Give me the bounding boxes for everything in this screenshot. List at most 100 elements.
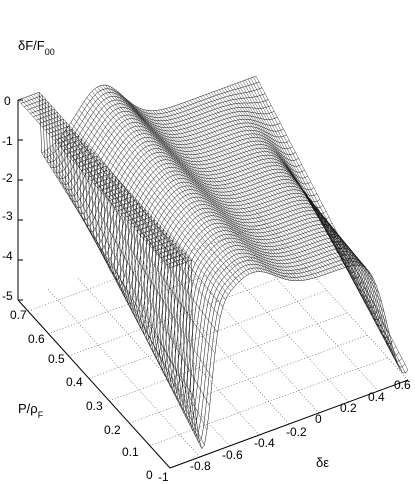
y-tick-label: 0.5 [48,352,65,366]
surface-mesh-line [200,96,353,266]
surface-mesh-line [113,88,266,273]
surface-mesh-line [33,93,187,263]
surface-mesh-line [123,96,276,277]
surface-mesh-line [181,103,335,272]
surface-mesh-line [139,107,292,281]
floor-grid-line-y [149,357,388,446]
surface-mesh-line [247,78,401,370]
surface-mesh-line [49,147,202,449]
surface-mesh-line [20,81,260,159]
surface-mesh-line [195,98,348,267]
surface-mesh-line [60,137,213,379]
surface-mesh-line [78,109,231,292]
z-tick-label: -3 [2,209,13,223]
surface-mesh-line [150,110,303,281]
z-tick-label: -2 [2,171,13,185]
surface-mesh-line [189,100,343,269]
z-tick-label: -5 [2,289,13,303]
floor-grid-line-y [109,312,348,402]
surface-mesh [17,75,409,450]
surface-mesh-line [163,108,316,278]
x-tick-label: -0.4 [254,436,275,450]
floor-grid-line-x [196,233,349,403]
surface-mesh-line [118,92,271,275]
floor-grid-line-y [48,245,287,334]
x-axis-label: δε [316,455,329,470]
z-tick-label: 0 [4,94,11,108]
surface-mesh-line [197,97,350,267]
surface-mesh-line [160,249,400,432]
y-tick-label: 0.4 [66,375,83,389]
surface-mesh-line [144,109,298,281]
z-axis-label: δF/F00 [18,38,55,57]
surface-mesh-line [65,130,218,333]
surface-mesh-line [97,86,250,275]
surface-mesh-line [134,105,287,280]
surface-mesh-line [184,102,337,271]
surface-mesh-line [147,110,300,281]
surface-mesh-line [192,99,345,268]
surface-mesh-line [126,98,279,278]
surface-mesh-line [158,110,311,280]
surface-mesh-line [46,149,200,440]
surface-mesh-line [128,101,282,279]
surface-mesh-line [208,93,361,266]
x-tick-label: -0.6 [222,448,243,462]
surface-mesh-line [86,97,239,283]
surface-mesh-line [83,101,237,285]
surface-mesh-line [218,89,372,275]
surface-mesh-line [173,105,327,275]
surface-mesh-line [136,106,290,281]
surface-mesh-line [76,113,229,295]
y-tick-label: 0.7 [10,308,27,322]
x-tick-label: 0.4 [368,390,385,404]
surface-mesh-line [28,95,181,265]
surface-mesh-line [168,107,321,277]
surface-mesh-line [31,94,184,264]
surface-mesh-line [23,97,176,267]
surface-mesh-line [44,151,197,421]
z-tick-label: -4 [2,249,13,263]
surface-mesh-line [81,105,234,288]
surface-mesh-line [165,108,319,277]
x-tick-label: 0.6 [394,378,411,392]
y-tick-label: 0.3 [86,399,103,413]
axis-frame [17,99,409,469]
x-tick-label: -0.8 [190,459,211,473]
surface-mesh-line [110,86,263,273]
surface-mesh-line [57,140,210,406]
surface-mesh-line [202,95,356,266]
surface-mesh-line [120,94,274,276]
surface-mesh-line [54,142,208,430]
surface-mesh-line [131,103,284,279]
surface-mesh-line [176,104,329,274]
surface-mesh-line [52,145,205,446]
x-tick-label: -1 [158,470,169,484]
surface-mesh-line [25,96,179,266]
floor-grid-line-y [88,290,328,379]
surface-mesh-line [160,109,313,279]
surface-mesh-line [107,85,261,272]
x-tick-label: 0 [315,412,322,426]
surface-mesh-line [73,118,226,300]
surface-mesh-line [105,84,258,272]
surface-mesh-line [255,75,409,371]
floor-grid-line-y [129,334,368,424]
x-axis-line [169,379,409,469]
surface-mesh-line [94,88,247,276]
y-axis-label: P/ρF [18,401,44,420]
surface-mesh-line [152,110,306,281]
surface-mesh-line [17,99,171,269]
x-tick-label: 0.2 [340,401,357,415]
y-tick-label: 0 [146,468,153,482]
y-tick-label: 0.6 [28,332,45,346]
surface-mesh-line [41,152,194,398]
surface-mesh-line [36,93,189,262]
surface-mesh-line [171,106,324,276]
surface-mesh-line [155,110,308,280]
surface-mesh-line [187,101,340,270]
x-tick-label: -0.2 [286,425,307,439]
surface-mesh-line [250,77,403,373]
